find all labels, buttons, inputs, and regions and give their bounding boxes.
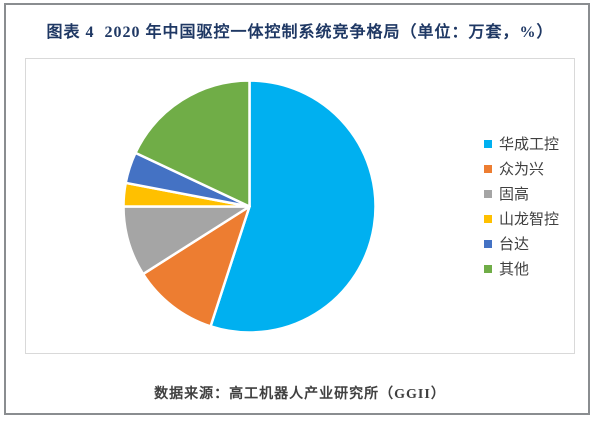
legend-swatch-icon (484, 264, 492, 273)
source-note: 数据来源：高工机器人产业研究所（GGII） (154, 387, 446, 402)
legend-item-其他: 其他 (484, 256, 559, 281)
legend-label: 众为兴 (499, 162, 545, 178)
pie-chart (122, 79, 377, 334)
pie-slice-其他 (134, 79, 251, 208)
chart-title: 图表 4 2020 年中国驱控一体控制系统竞争格局（单位：万套，%） (46, 24, 554, 41)
legend-item-华成工控: 华成工控 (484, 131, 559, 156)
legend-item-众为兴: 众为兴 (484, 156, 559, 181)
legend-label: 固高 (499, 187, 530, 203)
legend-swatch-icon (484, 189, 492, 198)
legend: 华成工控众为兴固高山龙智控台达其他 (484, 131, 559, 281)
legend-label: 其他 (499, 262, 530, 278)
legend-swatch-icon (484, 139, 492, 148)
pie-slice-众为兴 (141, 205, 251, 328)
pie-slice-华成工控 (209, 79, 377, 334)
legend-label: 山龙智控 (499, 212, 560, 228)
legend-swatch-icon (484, 164, 492, 173)
legend-item-台达: 台达 (484, 231, 559, 256)
legend-label: 华成工控 (499, 137, 560, 153)
plot-area: 华成工控众为兴固高山龙智控台达其他 (25, 58, 575, 354)
legend-label: 台达 (499, 237, 530, 253)
legend-item-山龙智控: 山龙智控 (484, 206, 559, 231)
legend-swatch-icon (484, 239, 492, 248)
legend-item-固高: 固高 (484, 181, 559, 206)
legend-swatch-icon (484, 214, 492, 223)
